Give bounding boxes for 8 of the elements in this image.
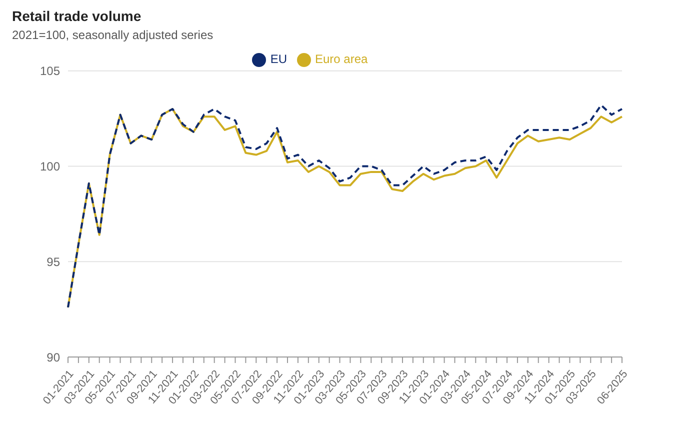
chart-title: Retail trade volume bbox=[12, 8, 142, 24]
y-tick-label: 90 bbox=[46, 350, 60, 364]
chart-subtitle: 2021=100, seasonally adjusted series bbox=[12, 28, 214, 42]
y-tick-label: 100 bbox=[40, 159, 60, 174]
legend-label: Euro area bbox=[314, 52, 368, 66]
legend-label: EU bbox=[270, 52, 287, 66]
y-tick-label: 95 bbox=[46, 254, 60, 269]
y-tick-label: 105 bbox=[40, 64, 60, 78]
